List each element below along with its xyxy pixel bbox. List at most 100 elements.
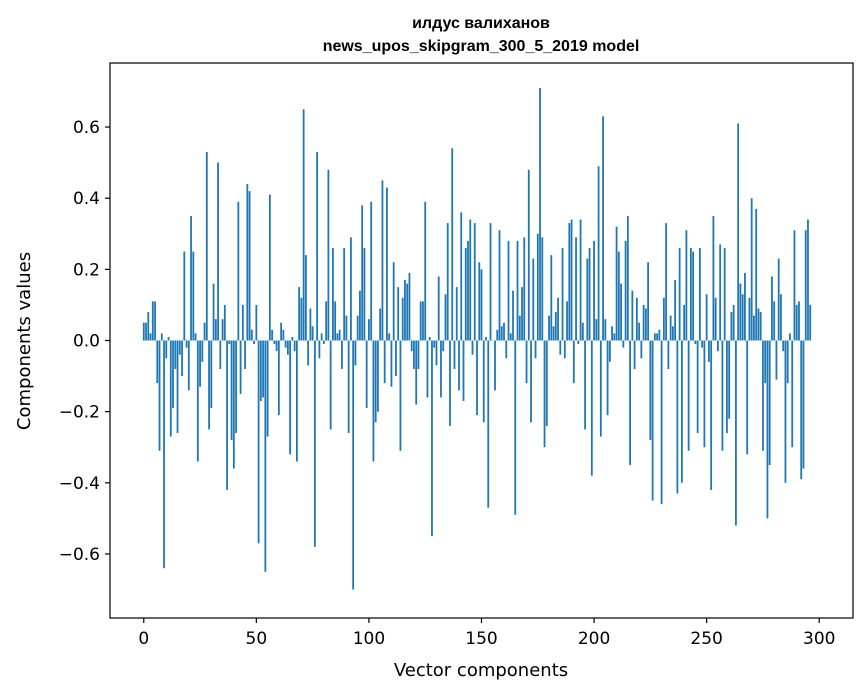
bar-component-217 [631,290,634,341]
bar-component-198 [588,248,591,341]
bar-component-201 [595,319,598,341]
chart-title: илдус валиханов [412,15,550,32]
bar-component-93 [352,340,355,590]
y-tick-label: −0.2 [59,403,100,423]
x-axis-title: Vector components [394,660,568,681]
bar-component-91 [347,340,350,433]
bar-component-156 [494,340,496,391]
x-tick-label: 150 [465,629,497,649]
bar-component-262 [732,304,735,341]
bar-component-137 [451,148,454,341]
bar-component-286 [786,340,789,384]
bar-component-249 [703,340,706,448]
bar-component-148 [476,340,478,416]
bar-component-15 [176,340,179,433]
bar-component-189 [568,223,571,341]
bar-component-0 [142,322,145,341]
bar-component-71 [302,109,305,341]
bar-component-191 [572,340,575,384]
y-tick-label: 0.2 [73,260,100,280]
bar-component-275 [762,340,764,451]
bar-component-152 [485,336,487,341]
bar-component-168 [521,287,523,341]
bar-component-118 [408,272,411,341]
bar-component-40 [232,340,235,469]
bar-component-187 [563,340,566,359]
bar-component-49 [253,340,255,345]
bar-component-180 [548,315,550,341]
bar-component-289 [793,230,796,341]
bar-component-142 [462,340,465,401]
bar-component-13 [172,340,174,409]
bar-component-282 [777,258,780,341]
bar-component-157 [496,329,499,341]
bar-component-123 [419,301,422,341]
bar-component-199 [590,340,593,476]
bar-component-36 [223,304,226,341]
bar-component-266 [741,294,744,341]
y-tick-label: 0.0 [73,332,100,352]
bar-component-58 [273,340,276,345]
bar-component-115 [401,297,404,341]
bar-component-124 [422,301,424,341]
bar-component-67 [293,340,296,352]
bar-component-233 [667,340,670,369]
bar-component-265 [739,283,742,341]
x-tick-label: 0 [138,629,149,649]
bar-component-207 [608,340,611,362]
bar-component-245 [694,340,697,345]
bar-component-218 [633,340,636,369]
bar-component-179 [545,340,548,426]
bar-component-3 [149,333,152,341]
bar-component-28 [205,151,208,341]
bar-component-38 [228,340,231,345]
bar-component-45 [244,340,246,369]
bar-component-237 [676,340,679,494]
bar-component-85 [334,301,337,341]
bar-component-109 [388,333,391,341]
bar-component-102 [372,340,375,462]
bar-component-281 [775,340,778,380]
bar-component-129 [433,340,436,348]
bar-component-244 [692,251,695,341]
bar-component-200 [593,240,595,341]
bar-component-117 [406,283,409,341]
bar-component-210 [615,226,618,341]
bar-component-75 [311,326,314,341]
bar-component-57 [271,329,274,341]
bar-component-259 [726,340,728,433]
bar-component-87 [338,329,341,341]
bar-component-50 [255,304,258,341]
bar-component-252 [710,340,713,490]
bar-component-83 [329,340,332,430]
bar-component-192 [575,237,577,341]
bar-component-33 [217,162,219,341]
bar-component-290 [795,304,798,341]
x-tick-label: 250 [690,629,722,649]
bar-component-213 [622,340,625,348]
bar-component-285 [784,340,787,483]
bar-component-264 [737,123,740,341]
bar-component-16 [178,340,181,355]
bar-component-112 [395,340,397,377]
bar-component-291 [798,301,800,341]
bar-component-188 [566,301,568,341]
bar-component-160 [503,322,505,341]
bar-component-29 [208,340,210,430]
bar-component-162 [507,240,510,341]
bar-component-131 [437,276,440,341]
bar-component-78 [318,340,321,359]
bar-component-2 [147,312,150,341]
bar-component-144 [467,240,469,341]
bar-component-63 [284,340,287,348]
bar-component-84 [332,248,334,341]
bar-component-215 [626,215,629,341]
bar-component-219 [635,297,638,341]
bar-component-273 [757,308,760,341]
x-tick-label: 300 [803,629,835,649]
y-axis-title: Components values [14,252,35,430]
bar-component-177 [541,237,544,341]
bar-component-119 [410,340,413,352]
bar-component-174 [534,340,537,359]
